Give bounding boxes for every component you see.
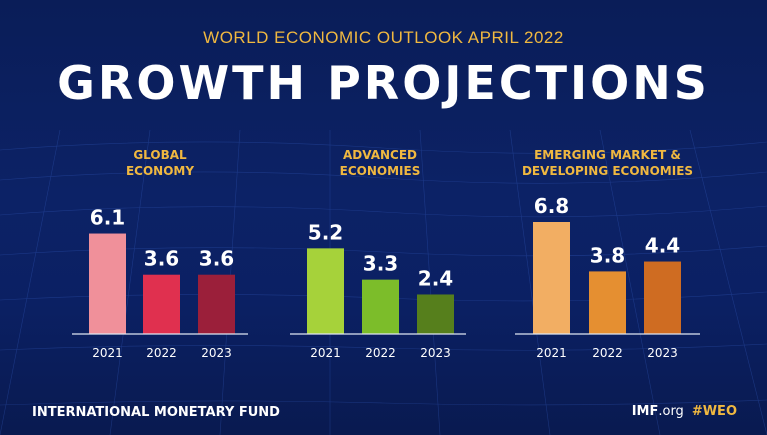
bar-2022 bbox=[143, 274, 180, 334]
bar-2023 bbox=[417, 294, 454, 334]
report-subtitle: WORLD ECONOMIC OUTLOOK APRIL 2022 bbox=[203, 28, 564, 47]
panel-title-line: ECONOMIES bbox=[339, 164, 421, 178]
bar-value-label: 6.8 bbox=[534, 194, 569, 218]
bar-value-label: 6.1 bbox=[90, 206, 125, 230]
bar-2022 bbox=[362, 279, 399, 334]
page-title: GROWTH PROJECTIONS bbox=[57, 56, 710, 110]
bar-2021 bbox=[533, 222, 570, 334]
panel-title-advanced: ADVANCED ECONOMIES bbox=[305, 147, 455, 179]
bar-value-label: 3.6 bbox=[144, 247, 179, 271]
panel-title-line: GLOBAL bbox=[133, 148, 187, 162]
bar-2022 bbox=[589, 271, 626, 334]
bar-value-label: 3.3 bbox=[363, 252, 398, 276]
panel-title-line: ADVANCED bbox=[342, 148, 417, 162]
x-tick-label: 2021 bbox=[310, 346, 341, 360]
x-tick-label: 2023 bbox=[647, 346, 678, 360]
x-tick-label: 2022 bbox=[592, 346, 623, 360]
weo-hashtag[interactable]: #WEO bbox=[691, 404, 737, 419]
imf-site-link[interactable]: IMF.org bbox=[631, 404, 684, 419]
bar-value-label: 3.6 bbox=[199, 247, 234, 271]
bar-value-label: 2.4 bbox=[418, 266, 453, 290]
footer-organization: INTERNATIONAL MONETARY FUND bbox=[32, 405, 280, 420]
bar-2023 bbox=[198, 274, 235, 334]
panel-title-global: GLOBAL ECONOMY bbox=[90, 147, 230, 179]
panel-title-emerging: EMERGING MARKET & DEVELOPING ECONOMIES bbox=[510, 147, 705, 179]
panel-title-line: DEVELOPING ECONOMIES bbox=[521, 164, 694, 178]
x-tick-label: 2023 bbox=[201, 346, 232, 360]
footer-links: IMF.org #WEO bbox=[632, 404, 737, 419]
bar-2023 bbox=[644, 261, 681, 334]
x-tick-label: 2022 bbox=[365, 346, 396, 360]
x-tick-label: 2021 bbox=[92, 346, 123, 360]
bar-value-label: 3.8 bbox=[590, 243, 625, 267]
panel-title-line: ECONOMY bbox=[125, 164, 195, 178]
bar-value-label: 5.2 bbox=[308, 220, 343, 244]
bar-2021 bbox=[307, 248, 344, 334]
x-tick-label: 2022 bbox=[146, 346, 177, 360]
bar-value-label: 4.4 bbox=[645, 234, 680, 258]
x-tick-label: 2021 bbox=[536, 346, 567, 360]
x-tick-label: 2023 bbox=[420, 346, 451, 360]
bar-2021 bbox=[89, 233, 126, 334]
panel-title-line: EMERGING MARKET & bbox=[534, 148, 681, 162]
